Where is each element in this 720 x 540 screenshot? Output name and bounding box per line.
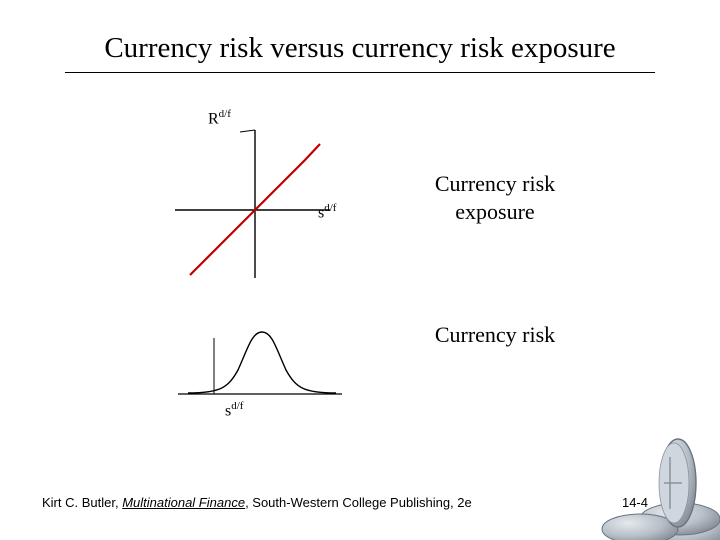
coin-decoration-icon: [570, 435, 720, 540]
exposure-label-line1: Currency risk: [435, 171, 555, 196]
title-underline: [65, 72, 655, 73]
chart1-x-axis-label: sd/f: [318, 202, 336, 222]
exposure-label: Currency risk exposure: [400, 170, 590, 225]
slide: Currency risk versus currency risk expos…: [0, 0, 720, 540]
risk-label: Currency risk: [400, 322, 590, 348]
slide-title: Currency risk versus currency risk expos…: [0, 32, 720, 65]
footer-author: Kirt C. Butler,: [42, 495, 122, 510]
footer-citation: Kirt C. Butler, Multinational Finance, S…: [42, 495, 472, 510]
chart1-x-label-sup: d/f: [324, 202, 336, 214]
risk-chart: [170, 318, 350, 408]
chart2-x-axis-label: sd/f: [225, 400, 243, 420]
footer-book: Multinational Finance: [122, 495, 245, 510]
footer-publisher: , South-Western College Publishing, 2e: [245, 495, 472, 510]
chart1-y-label-sup: d/f: [219, 108, 231, 120]
chart2-x-label-sup: d/f: [231, 400, 243, 412]
exposure-chart: [170, 120, 350, 280]
exposure-label-line2: exposure: [455, 199, 534, 224]
